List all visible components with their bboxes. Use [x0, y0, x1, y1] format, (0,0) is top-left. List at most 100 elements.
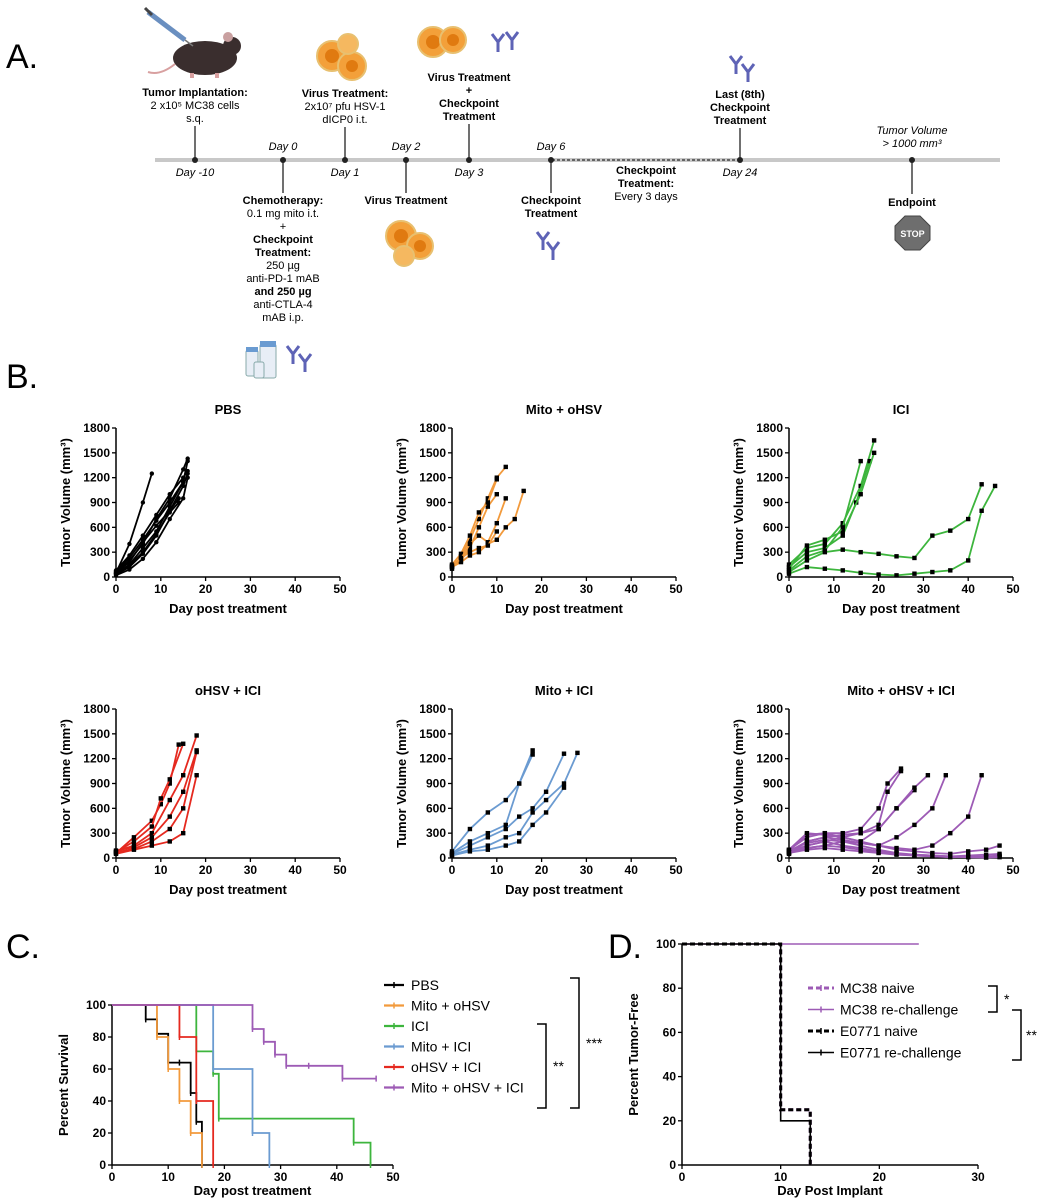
data-point [517, 781, 522, 786]
antibody-icon [490, 31, 520, 52]
x-axis-label: Day post treatment [169, 601, 287, 616]
data-point [449, 853, 455, 858]
x-tick-label: 10 [827, 863, 841, 877]
data-point [517, 839, 522, 844]
data-point [476, 516, 482, 522]
data-point [876, 806, 881, 811]
data-point [930, 850, 935, 856]
timeline-label-line: > 1000 mm³ [883, 138, 942, 150]
y-tick-label: 600 [90, 520, 110, 534]
y-tick-label: 1800 [756, 702, 783, 716]
chart-mito_ohsv: 0 10 20 30 40 50 0 300 600 900 1200 1500 1800 Mito + … [394, 402, 683, 616]
data-point [912, 571, 917, 576]
data-point [154, 523, 159, 528]
x-tick-label: 30 [971, 1170, 985, 1184]
x-tick-label: 20 [535, 582, 549, 596]
series-line [115, 460, 189, 575]
x-tick-label: 10 [162, 1170, 176, 1184]
timeline-day-label: Day 3 [455, 167, 485, 179]
data-point [894, 851, 899, 857]
x-tick-label: 10 [154, 863, 168, 877]
data-point [822, 566, 828, 571]
x-tick-label: 40 [330, 1170, 344, 1184]
data-point [167, 826, 172, 832]
series-line [115, 743, 185, 853]
data-point [530, 806, 535, 811]
data-point [840, 533, 845, 538]
data-point [966, 854, 971, 860]
series-line [115, 775, 198, 855]
data-point [930, 533, 935, 538]
data-point [948, 830, 953, 836]
x-tick-label: 40 [625, 582, 639, 596]
chart-title: Mito + oHSV + ICI [847, 683, 955, 698]
x-tick-label: 30 [917, 582, 931, 596]
data-point [867, 458, 872, 464]
data-point [871, 438, 877, 443]
y-tick-label: 1800 [83, 421, 110, 435]
data-point [476, 533, 482, 538]
data-point [485, 504, 491, 509]
data-point [158, 801, 163, 807]
y-tick-label: 600 [763, 801, 783, 815]
chart-title: oHSV + ICI [195, 683, 261, 698]
data-point [804, 843, 810, 848]
y-tick-label: 40 [93, 1094, 107, 1108]
y-tick-label: 1500 [419, 446, 446, 460]
y-tick-label: 900 [426, 777, 446, 791]
data-point [503, 822, 508, 828]
data-point [517, 814, 522, 819]
y-axis-label: Percent Survival [56, 1034, 71, 1136]
timeline-label-line: Treatment [714, 115, 767, 127]
data-point [181, 789, 186, 794]
y-axis-label: Tumor Volume (mm³) [394, 438, 409, 567]
data-point [804, 549, 810, 555]
data-point [503, 826, 508, 832]
data-point [530, 748, 535, 753]
data-point [948, 851, 953, 857]
data-point [494, 529, 499, 534]
data-point [149, 839, 155, 844]
data-point [876, 826, 881, 832]
data-point [503, 843, 508, 848]
x-tick-label: 10 [774, 1170, 788, 1184]
data-point [966, 849, 971, 854]
data-point [467, 826, 473, 832]
survival-curve [112, 1004, 203, 1165]
data-point [149, 843, 155, 848]
data-point [485, 540, 491, 545]
data-point [898, 766, 904, 771]
data-point [485, 835, 491, 840]
series-line [115, 473, 153, 574]
data-point [858, 570, 863, 576]
y-tick-label: 900 [763, 496, 783, 510]
data-point [858, 839, 863, 844]
virus-icon [316, 33, 367, 81]
data-point [966, 814, 971, 819]
y-axis-label: Tumor Volume (mm³) [731, 719, 746, 848]
data-point [181, 773, 186, 778]
x-tick-label: 50 [1006, 863, 1020, 877]
data-point [154, 531, 159, 537]
data-point [127, 541, 132, 547]
data-point [992, 483, 998, 489]
y-tick-label: 600 [426, 801, 446, 815]
x-tick-label: 10 [827, 582, 841, 596]
y-tick-label: 1200 [83, 471, 110, 485]
y-tick-label: 0 [776, 570, 783, 584]
data-point [840, 832, 845, 838]
data-point [476, 525, 482, 530]
series-line [788, 452, 875, 570]
data-point [494, 477, 499, 482]
timeline-label-line: + [466, 85, 472, 97]
data-point [997, 843, 1002, 848]
timeline-label-line: mAB i.p. [262, 312, 304, 324]
data-point [167, 510, 172, 515]
data-point [894, 554, 899, 559]
data-point [912, 853, 917, 858]
data-point [822, 832, 828, 838]
timeline-day-label: Day -10 [176, 167, 215, 179]
data-point [140, 545, 146, 551]
chart-pbs: 0 10 20 30 40 50 0 300 600 900 1200 1500 1800 PBS Day … [58, 402, 347, 616]
data-point [176, 500, 181, 505]
